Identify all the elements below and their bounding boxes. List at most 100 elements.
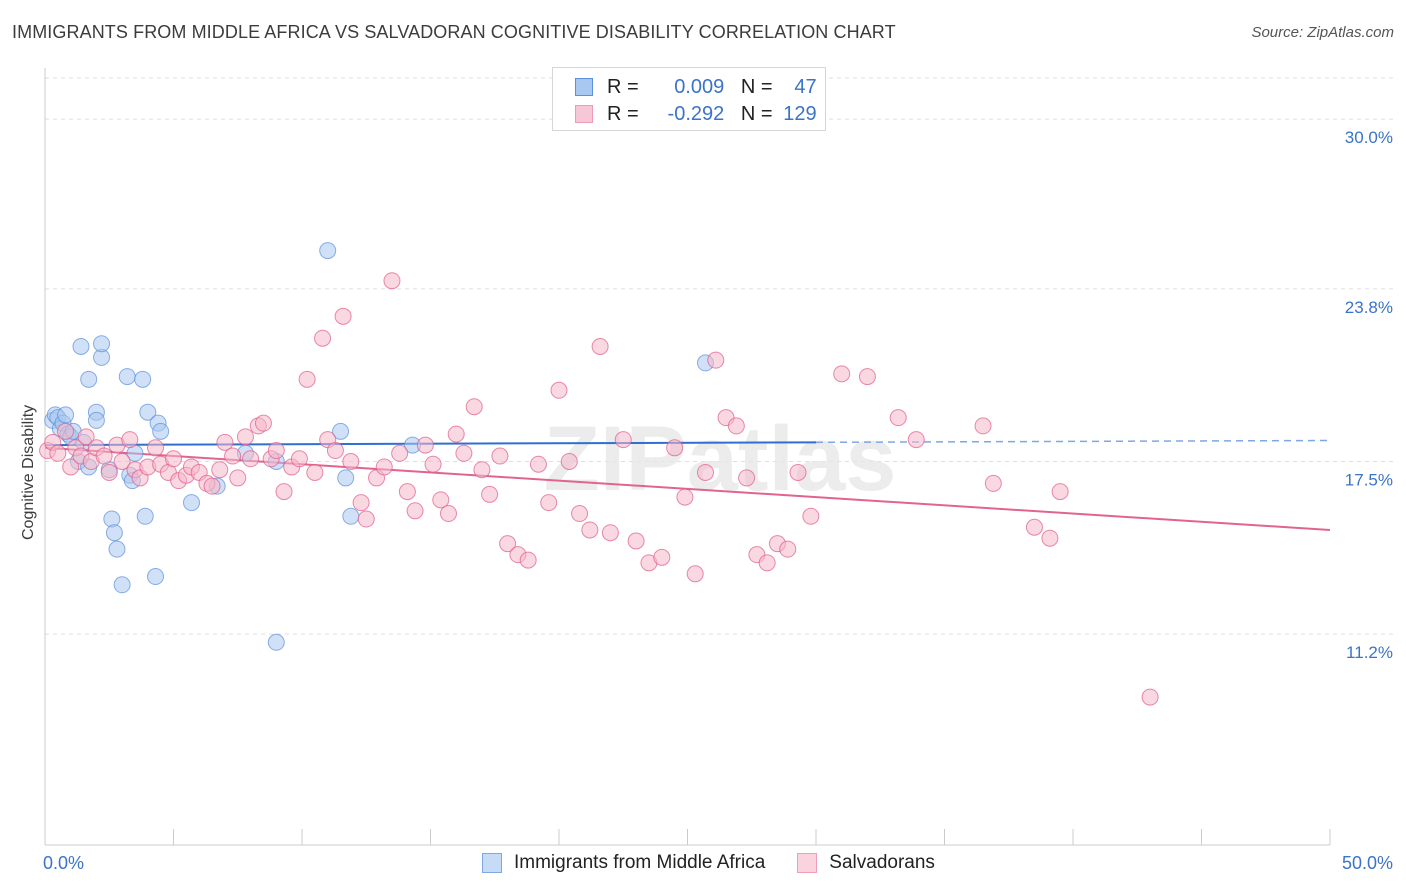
data-point (93, 335, 111, 353)
data-point (560, 453, 578, 470)
data-point (581, 521, 599, 539)
data-point (779, 540, 797, 558)
data-point (118, 368, 136, 386)
data-point (1141, 688, 1159, 706)
data-point (473, 461, 491, 479)
data-point (653, 548, 671, 566)
data-point (152, 422, 170, 440)
data-point (833, 365, 851, 383)
data-point (1051, 483, 1069, 501)
data-point (907, 431, 925, 449)
data-point (57, 422, 75, 440)
data-point (87, 411, 105, 429)
data-point (224, 447, 242, 465)
data-point (136, 507, 154, 525)
data-point (571, 505, 589, 523)
legend-n-value: 47 (794, 75, 817, 98)
data-point (337, 469, 355, 487)
data-point (789, 463, 807, 481)
data-point (519, 551, 537, 569)
legend-swatch-pink (575, 105, 593, 123)
data-point (108, 540, 126, 558)
data-point (254, 414, 272, 432)
data-point (267, 442, 285, 460)
data-point (707, 351, 725, 369)
data-point (1041, 529, 1059, 547)
y-tick-label: 23.8% (1345, 298, 1393, 317)
data-point (455, 444, 473, 462)
series-swatch-blue (482, 853, 502, 873)
data-point (165, 450, 182, 468)
data-point (298, 370, 316, 388)
series-swatch-pink (797, 853, 818, 873)
data-point (105, 524, 123, 542)
y-tick-label: 17.5% (1345, 471, 1393, 490)
trend-line-salvadorans (44, 446, 1331, 531)
data-point (72, 337, 90, 355)
y-tick-label: 11.2% (1346, 643, 1393, 662)
data-point (398, 483, 416, 501)
legend-r-value: -0.292 (667, 102, 725, 125)
data-point (139, 403, 157, 421)
data-point (290, 450, 308, 468)
data-point (406, 502, 424, 520)
legend-r-value: 0.009 (674, 75, 725, 98)
data-point (601, 524, 619, 542)
data-point (326, 442, 344, 460)
data-point (121, 431, 139, 449)
data-point (686, 565, 704, 583)
tick-labels: 30.0% 23.8% 17.5% 11.2% 0.0% 50.0% (43, 128, 1393, 873)
data-point (147, 568, 165, 586)
series-salvadorans (39, 272, 1159, 706)
data-point (465, 398, 483, 416)
data-point (391, 444, 409, 462)
data-point (229, 469, 247, 487)
data-point (57, 406, 75, 424)
data-point (332, 422, 350, 440)
x-tick-label: 50.0% (1342, 853, 1393, 873)
series-label-salvadorans: Salvadorans (829, 852, 935, 873)
data-point (334, 307, 352, 325)
data-point (375, 458, 393, 476)
data-point (432, 491, 450, 509)
data-point (80, 370, 98, 388)
data-point (802, 507, 820, 525)
legend-n-value: 129 (783, 102, 817, 125)
data-point (614, 431, 632, 449)
series-label-middle-africa: Immigrants from Middle Africa (514, 852, 766, 873)
data-point (424, 455, 442, 473)
data-point (275, 483, 293, 501)
data-point (1025, 518, 1043, 536)
legend-r-label: R = (607, 75, 639, 98)
data-point (77, 428, 95, 446)
data-point (550, 381, 568, 399)
data-point (147, 439, 165, 457)
data-point (236, 428, 254, 446)
data-point (591, 337, 609, 355)
data-point (758, 554, 776, 572)
data-point (342, 453, 360, 470)
chart-title: IMMIGRANTS FROM MIDDLE AFRICA VS SALVADO… (12, 22, 896, 42)
data-point (540, 494, 558, 512)
source-credit: Source: ZipAtlas.com (1251, 24, 1394, 41)
data-point (383, 272, 401, 290)
legend-row-salvadorans: R = -0.292 N = 129 (575, 102, 817, 126)
data-point (889, 409, 907, 427)
data-point (211, 461, 229, 479)
data-point (203, 477, 221, 495)
data-point (342, 507, 360, 525)
data-point (267, 633, 285, 651)
legend-swatch-blue (575, 78, 593, 96)
y-axis-label: Cognitive Disability (20, 404, 37, 540)
legend-n-label: N = (740, 102, 773, 125)
data-point (100, 463, 118, 481)
series-legend: Immigrants from Middle Africa Salvadoran… (482, 852, 935, 874)
data-point (306, 463, 324, 481)
data-point (481, 485, 499, 503)
data-point (352, 494, 370, 512)
data-point (216, 433, 234, 451)
y-tick-label: 30.0% (1345, 128, 1393, 147)
data-point (974, 417, 992, 435)
data-point (113, 453, 131, 470)
